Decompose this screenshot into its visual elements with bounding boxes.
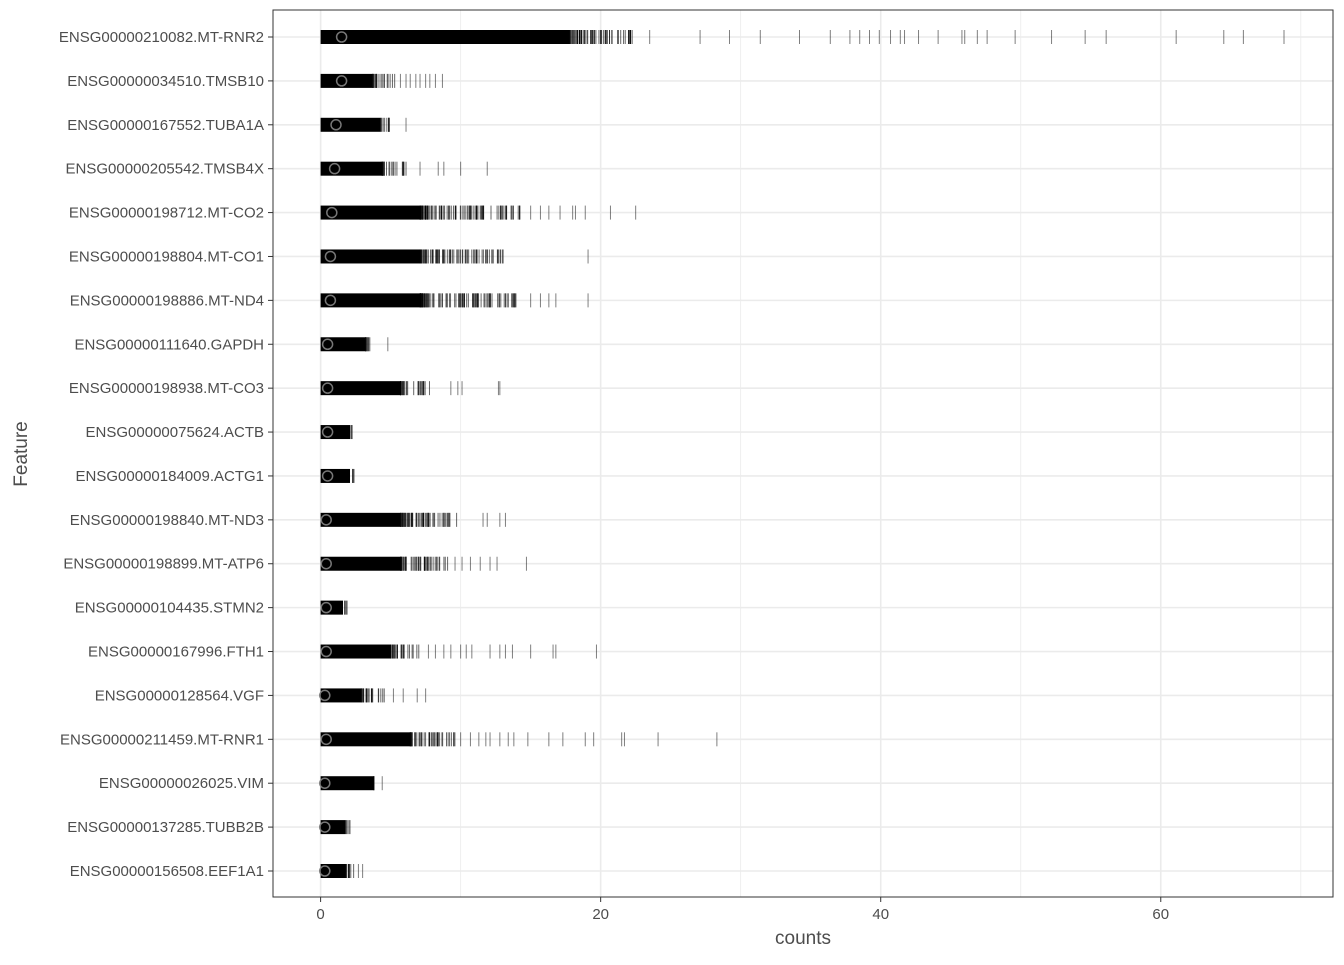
y-tick-label: ENSG00000184009.ACTG1 [76, 468, 264, 485]
count-bar [320, 644, 391, 659]
mean-marker [321, 426, 334, 438]
mean-marker [320, 601, 332, 614]
y-tick-label: ENSG00000210082.MT-RNR2 [59, 29, 264, 46]
y-tick-label: ENSG00000104435.STMN2 [75, 600, 264, 617]
mean-marker [335, 75, 348, 87]
y-tick-label: ENSG00000167552.TUBA1A [67, 117, 264, 134]
count-bar [320, 117, 381, 132]
x-tick-label: 0 [316, 906, 324, 923]
mean-marker [319, 821, 331, 833]
mean-marker [321, 470, 334, 482]
mean-marker [319, 689, 331, 702]
feature-row [320, 556, 527, 571]
count-bar [320, 512, 401, 527]
mean-marker [319, 865, 331, 877]
count-bar [320, 820, 346, 835]
mean-marker [328, 162, 341, 175]
feature-row [320, 30, 1285, 44]
y-tick-label: ENSG00000198712.MT-CO2 [69, 205, 264, 222]
mean-marker [324, 294, 337, 307]
y-tick-label: ENSG00000137285.TUBB2B [67, 819, 264, 836]
y-tick-label: ENSG00000034510.TMSB10 [67, 73, 264, 90]
feature-row [320, 425, 353, 440]
mean-marker [324, 250, 337, 263]
count-bar [320, 205, 421, 220]
feature-row [320, 117, 407, 132]
feature-row [320, 732, 718, 747]
count-bar [320, 293, 421, 308]
y-axis: ENSG00000210082.MT-RNR2 ENSG00000034510.T… [59, 29, 273, 880]
count-bar [320, 161, 383, 176]
count-bar [320, 556, 401, 571]
mean-marker [320, 557, 332, 570]
feature-row [320, 468, 355, 483]
mean-marker [330, 119, 342, 131]
count-bar [320, 688, 362, 703]
feature-row [320, 161, 488, 176]
y-axis-label: Feature [11, 421, 32, 486]
feature-row [320, 600, 348, 615]
y-tick-label: ENSG00000111640.GAPDH [74, 336, 264, 353]
feature-row [320, 205, 637, 220]
mean-marker [320, 514, 332, 526]
y-tick-label: ENSG00000205542.TMSB4X [66, 161, 264, 178]
mean-marker [321, 338, 334, 351]
count-bar [320, 864, 346, 878]
marks [319, 30, 1285, 878]
feature-row [319, 688, 427, 703]
count-bar [320, 468, 351, 483]
y-tick-label: ENSG00000128564.VGF [95, 687, 264, 704]
y-tick-label: ENSG00000198899.MT-ATP6 [63, 556, 264, 573]
mean-marker [319, 777, 331, 789]
y-tick-label: ENSG00000198840.MT-ND3 [70, 512, 264, 529]
y-tick-label: ENSG00000167996.FTH1 [88, 644, 264, 661]
count-bar [320, 776, 374, 791]
mean-marker [320, 733, 332, 746]
y-tick-label: ENSG00000198886.MT-ND4 [70, 292, 264, 309]
feature-row [320, 644, 597, 659]
feature-row [320, 512, 506, 527]
mean-marker [320, 645, 332, 658]
count-bar [320, 249, 421, 264]
x-axis: 0 20 40 60 [316, 897, 1169, 923]
y-tick-label: ENSG00000026025.VIM [99, 775, 264, 792]
x-tick-label: 20 [592, 906, 609, 923]
mean-marker [321, 382, 334, 394]
grid [273, 10, 1333, 897]
y-tick-label: ENSG00000198938.MT-CO3 [69, 380, 264, 397]
mean-marker [335, 31, 348, 43]
panel-border [272, 9, 1334, 898]
count-bar [320, 30, 570, 44]
feature-row [320, 249, 589, 264]
feature-row [320, 293, 589, 308]
x-tick-label: 60 [1152, 906, 1169, 923]
x-axis-label: counts [775, 928, 831, 949]
y-tick-label: ENSG00000198804.MT-CO1 [69, 248, 264, 265]
feature-row [319, 776, 383, 791]
feature-row [320, 381, 501, 396]
count-bar [320, 732, 411, 747]
y-tick-label: ENSG00000211459.MT-RNR1 [60, 731, 264, 748]
feature-row [320, 337, 389, 352]
count-bar [320, 425, 351, 440]
y-tick-label: ENSG00000075624.ACTB [86, 424, 264, 441]
feature-row [319, 864, 364, 878]
feature-row [319, 820, 351, 835]
feature-row [320, 73, 443, 88]
y-tick-label: ENSG00000156508.EEF1A1 [70, 863, 264, 880]
mean-marker [326, 206, 338, 219]
x-tick-label: 40 [872, 906, 889, 923]
count-bar [320, 381, 401, 396]
